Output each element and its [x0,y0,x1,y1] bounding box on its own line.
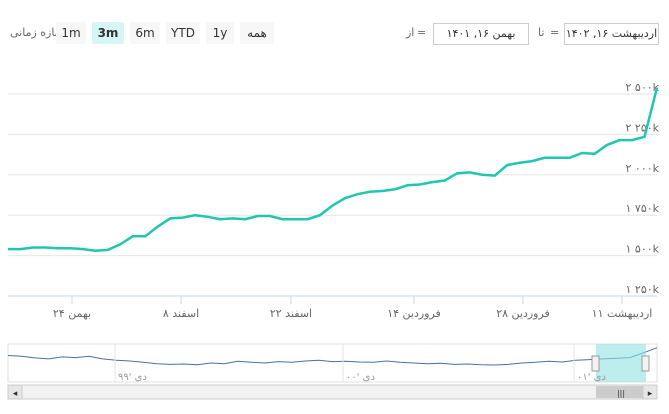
series-line [8,87,659,253]
navigator-right-handle[interactable] [641,355,650,372]
y-tick-label: ۱ ۲۵۰k [626,283,660,296]
navigator-label: دی '۹۹ [118,372,147,383]
y-tick-label: ۲ ۰۰۰k [626,162,660,175]
scrollbar[interactable]: ||| ◂ ▸ [7,384,658,400]
range-button-6m[interactable]: 6m [130,22,160,44]
to-label: تا [538,26,545,39]
from-date-input[interactable]: بهمن ۱۶, ۱۴۰۱ [433,23,529,45]
navigator[interactable]: دی '۹۹ دی '۰۰ دی '۰۱ [7,343,658,383]
navigator-frame [7,343,658,383]
to-date-input[interactable]: اردیبهشت ۱۶, ۱۴۰۲ [564,23,659,45]
range-button-all[interactable]: همه [240,22,274,44]
y-tick-label: ۲ ۲۵۰k [626,121,660,134]
zoom-label: بازه زمانی [10,26,58,39]
navigator-label: دی '۰۰ [346,372,375,383]
range-button-1m[interactable]: 1m [56,22,86,44]
from-label: از [406,26,415,39]
y-axis-ticks: ۱ ۲۵۰k ۱ ۵۰۰k ۱ ۷۵۰k ۲ ۰۰۰k ۲ ۲۵۰k ۲ ۵۰۰k [626,81,660,296]
y-tick-label: ۲ ۵۰۰k [626,81,660,94]
x-tick-label: اسفند ۲۲ [270,307,312,320]
scroll-right-icon: ▸ [648,389,653,399]
navigator-line [7,347,658,366]
navigator-left-handle[interactable] [591,355,600,372]
range-button-3m[interactable]: 3m [92,22,124,44]
navigator-selection[interactable] [596,344,646,382]
x-tick-label: فروردین ۲۸ [496,307,550,320]
range-toolbar: بازه زمانی 1m 3m 6m YTD 1y همه از = بهمن… [0,0,669,52]
navigator-label: دی '۰۱ [577,372,606,383]
to-eq: = [550,26,560,39]
scrollbar-thumb[interactable] [596,386,646,398]
range-button-1y[interactable]: 1y [206,22,234,44]
x-axis-ticks: بهمن ۲۴ اسفند ۸ اسفند ۲۲ فروردین ۱۴ فروردین … [53,296,652,320]
grid-lines [8,93,657,297]
from-eq: = [417,26,427,39]
scroll-left-icon: ◂ [13,389,18,399]
x-tick-label: فروردین ۱۴ [387,307,441,320]
scrollbar-left-arrow[interactable] [7,384,23,400]
y-tick-label: ۱ ۷۵۰k [626,202,660,215]
scrollbar-track[interactable] [7,384,658,400]
scrollbar-grip-icon: ||| [617,389,625,398]
x-tick-label: بهمن ۲۴ [53,307,91,320]
x-tick-label: اردیبهشت ۱۱ [592,307,653,320]
range-button-ytd[interactable]: YTD [166,22,200,44]
navigator-labels: دی '۹۹ دی '۰۰ دی '۰۱ [114,344,606,383]
x-tick-label: اسفند ۸ [163,307,199,320]
y-tick-label: ۱ ۵۰۰k [626,243,660,256]
scrollbar-right-arrow[interactable] [642,384,658,400]
